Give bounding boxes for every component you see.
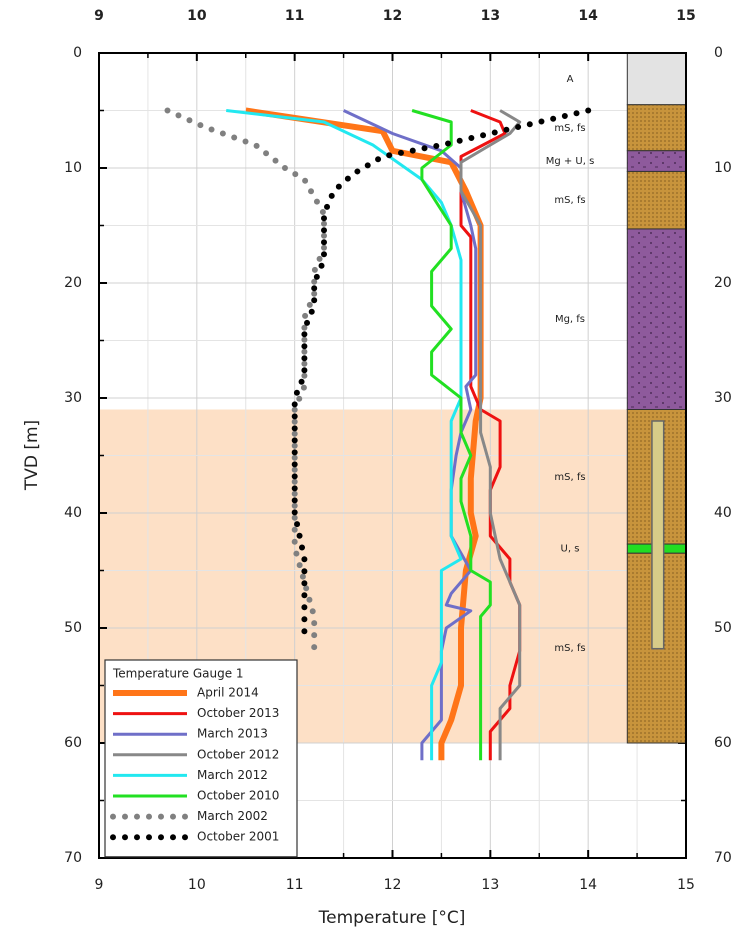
- y-tick-label: 70: [714, 850, 732, 866]
- y-tick-label: 60: [64, 735, 82, 751]
- x-tick-label: 14: [579, 877, 597, 893]
- legend-title: Temperature Gauge 1: [112, 667, 244, 681]
- y-tick-label: 10: [64, 160, 82, 176]
- y-tick-label: 50: [64, 620, 82, 636]
- y-tick-label: 20: [714, 275, 732, 291]
- x-tick-label: 9: [95, 877, 104, 893]
- lithology-layer: [627, 53, 686, 105]
- x-axis-label: Temperature [°C]: [318, 908, 466, 928]
- y-axis-label: TVD [m]: [22, 420, 42, 491]
- lithology-label: Mg + U, s: [546, 156, 595, 167]
- x-tick-label: 14: [578, 8, 598, 24]
- y-tick-label: 0: [714, 45, 723, 61]
- x-tick-label: 10: [188, 877, 206, 893]
- y-tick-label: 40: [64, 505, 82, 521]
- y-tick-label: 70: [64, 850, 82, 866]
- lithology-label: mS, fs: [554, 643, 585, 654]
- y-tick-label: 60: [714, 735, 732, 751]
- y-tick-label: 30: [714, 390, 732, 406]
- x-tick-label: 10: [187, 8, 207, 24]
- well-screen: [652, 421, 664, 649]
- lithology-texture: [627, 229, 686, 410]
- lithology-label: U, s: [561, 544, 580, 555]
- x-tick-label: 15: [676, 8, 695, 24]
- legend-label: October 2010: [197, 789, 279, 803]
- lithology-label: mS, fs: [554, 195, 585, 206]
- lithology-label: mS, fs: [554, 472, 585, 483]
- y-tick-label: 50: [714, 620, 732, 636]
- chart: Temperature [°C] TVD [m] 9 9 10 10 11 11 12 12 1…: [0, 0, 732, 933]
- y-tick-label: 10: [714, 160, 732, 176]
- lithology-label: A: [567, 74, 574, 85]
- lithology-label: Mg, fs: [555, 314, 585, 325]
- legend-label: October 2013: [197, 706, 279, 720]
- x-tick-label: 13: [481, 8, 500, 24]
- legend-label: March 2002: [197, 809, 268, 823]
- lithology-label: mS, fs: [554, 123, 585, 134]
- lithology-texture: [627, 151, 686, 172]
- x-tick-label: 15: [677, 877, 695, 893]
- y-tick-label: 30: [64, 390, 82, 406]
- legend-label: March 2012: [197, 768, 268, 782]
- lithology-texture: [627, 171, 686, 229]
- y-tick-label: 40: [714, 505, 732, 521]
- x-tick-label: 12: [384, 877, 402, 893]
- legend-label: October 2012: [197, 747, 279, 761]
- x-tick-label: 11: [285, 8, 304, 24]
- legend-label: October 2001: [197, 830, 279, 844]
- y-tick-label: 0: [73, 45, 82, 61]
- lithology-texture: [627, 105, 686, 151]
- x-tick-label: 11: [286, 877, 304, 893]
- y-tick-label: 20: [64, 275, 82, 291]
- x-tick-label: 13: [481, 877, 499, 893]
- legend-label: April 2014: [197, 686, 259, 700]
- x-tick-label: 12: [383, 8, 402, 24]
- x-tick-label: 9: [94, 8, 104, 24]
- legend-label: March 2013: [197, 727, 268, 741]
